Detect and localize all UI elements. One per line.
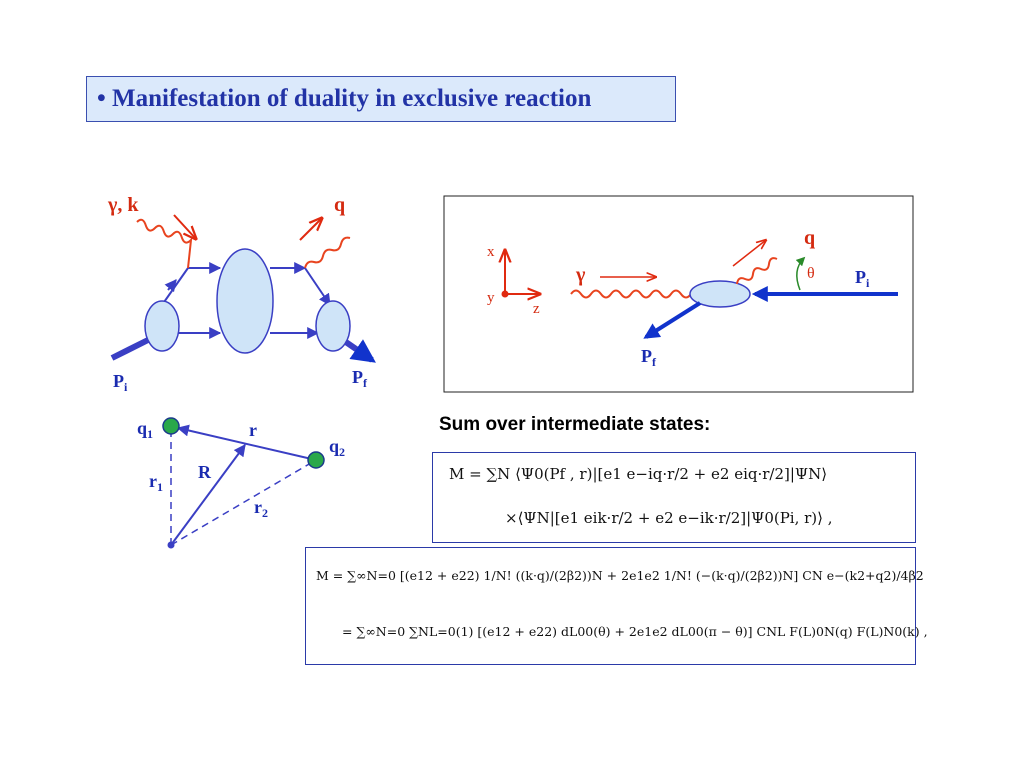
q-direction-arrow bbox=[732, 240, 766, 267]
pi-label: Pi bbox=[855, 267, 870, 290]
sum-over-states-label: Sum over intermediate states: bbox=[439, 414, 711, 435]
gamma-wavy-line bbox=[570, 289, 692, 299]
photon-out-direction-arrow bbox=[299, 218, 322, 241]
incoming-photon bbox=[136, 218, 193, 269]
theta-arc bbox=[795, 256, 806, 291]
R-label: R bbox=[198, 462, 212, 482]
quark-line-down-right bbox=[304, 267, 331, 306]
label-pi: Pi bbox=[113, 371, 128, 394]
origin-dot bbox=[167, 541, 175, 549]
equation-1-line-2: ×⟨ΨN|[e1 eik·r/2 + e2 e−ik·r/2]|Ψ0(Pi, r… bbox=[505, 509, 833, 527]
q1-label: q1 bbox=[137, 418, 153, 441]
photon-in-direction-arrow bbox=[173, 214, 196, 239]
title-box: • Manifestation of duality in exclusive … bbox=[86, 76, 676, 122]
pf-label: Pf bbox=[641, 346, 657, 369]
q1-dot bbox=[162, 417, 180, 435]
q2-label: q2 bbox=[329, 436, 345, 459]
equation-1-line-1: M = ∑N ⟨Ψ0(Pf , r)|[e1 e−iq·r/2 + e2 eiq… bbox=[449, 465, 828, 483]
slide-title: • Manifestation of duality in exclusive … bbox=[97, 85, 592, 112]
r-vector bbox=[176, 424, 317, 461]
final-hadron-blob bbox=[315, 300, 351, 352]
q-label: q bbox=[804, 227, 815, 249]
r2-dashed-line bbox=[170, 459, 317, 546]
equation-box-2: M = ∑∞N=0 [(e12 + e22) 1/N! ((k·q)/(2β2)… bbox=[305, 547, 928, 665]
r1-label: r1 bbox=[149, 471, 163, 494]
q-wavy-line bbox=[736, 257, 778, 285]
label-gamma-k: γ, k bbox=[107, 194, 139, 216]
triangle-coordinate-diagram: q1 q2 r R r1 r2 bbox=[137, 417, 345, 549]
equation-box-1: M = ∑N ⟨Ψ0(Pf , r)|[e1 e−iq·r/2 + e2 eiq… bbox=[432, 452, 916, 543]
initial-hadron-blob bbox=[144, 300, 180, 352]
r-label: r bbox=[249, 420, 257, 440]
intermediate-state-blob bbox=[216, 248, 274, 354]
quark-line-arrow-left bbox=[164, 279, 177, 293]
label-q-out: q bbox=[334, 194, 345, 216]
left-feynman-diagram: γ, k q Pi Pf bbox=[107, 194, 376, 394]
theta-label: θ bbox=[807, 265, 815, 282]
outgoing-photon bbox=[304, 236, 351, 269]
gamma-label: γ bbox=[575, 264, 586, 286]
axis-x-label: x bbox=[487, 244, 495, 260]
r2-label: r2 bbox=[254, 497, 268, 520]
y-axis-dot bbox=[501, 290, 509, 298]
initial-hadron-line bbox=[110, 335, 154, 361]
equation-2-line-2: = ∑∞N=0 ∑NL=0(1) [(e12 + e22) dL00(θ) + … bbox=[342, 624, 928, 639]
label-pf: Pf bbox=[352, 367, 368, 390]
axis-y-label: y bbox=[487, 290, 495, 306]
equation-2-line-1: M = ∑∞N=0 [(e12 + e22) 1/N! ((k·q)/(2β2)… bbox=[316, 568, 924, 583]
target-blob bbox=[689, 280, 751, 308]
quark-line-up-left bbox=[161, 267, 189, 306]
pf-arrow bbox=[643, 301, 702, 339]
right-kinematics-diagram: x y z γ q θ Pi Pf bbox=[443, 195, 914, 393]
R-vector bbox=[170, 444, 246, 546]
axis-z-label: z bbox=[533, 301, 540, 317]
q2-dot bbox=[307, 451, 325, 469]
